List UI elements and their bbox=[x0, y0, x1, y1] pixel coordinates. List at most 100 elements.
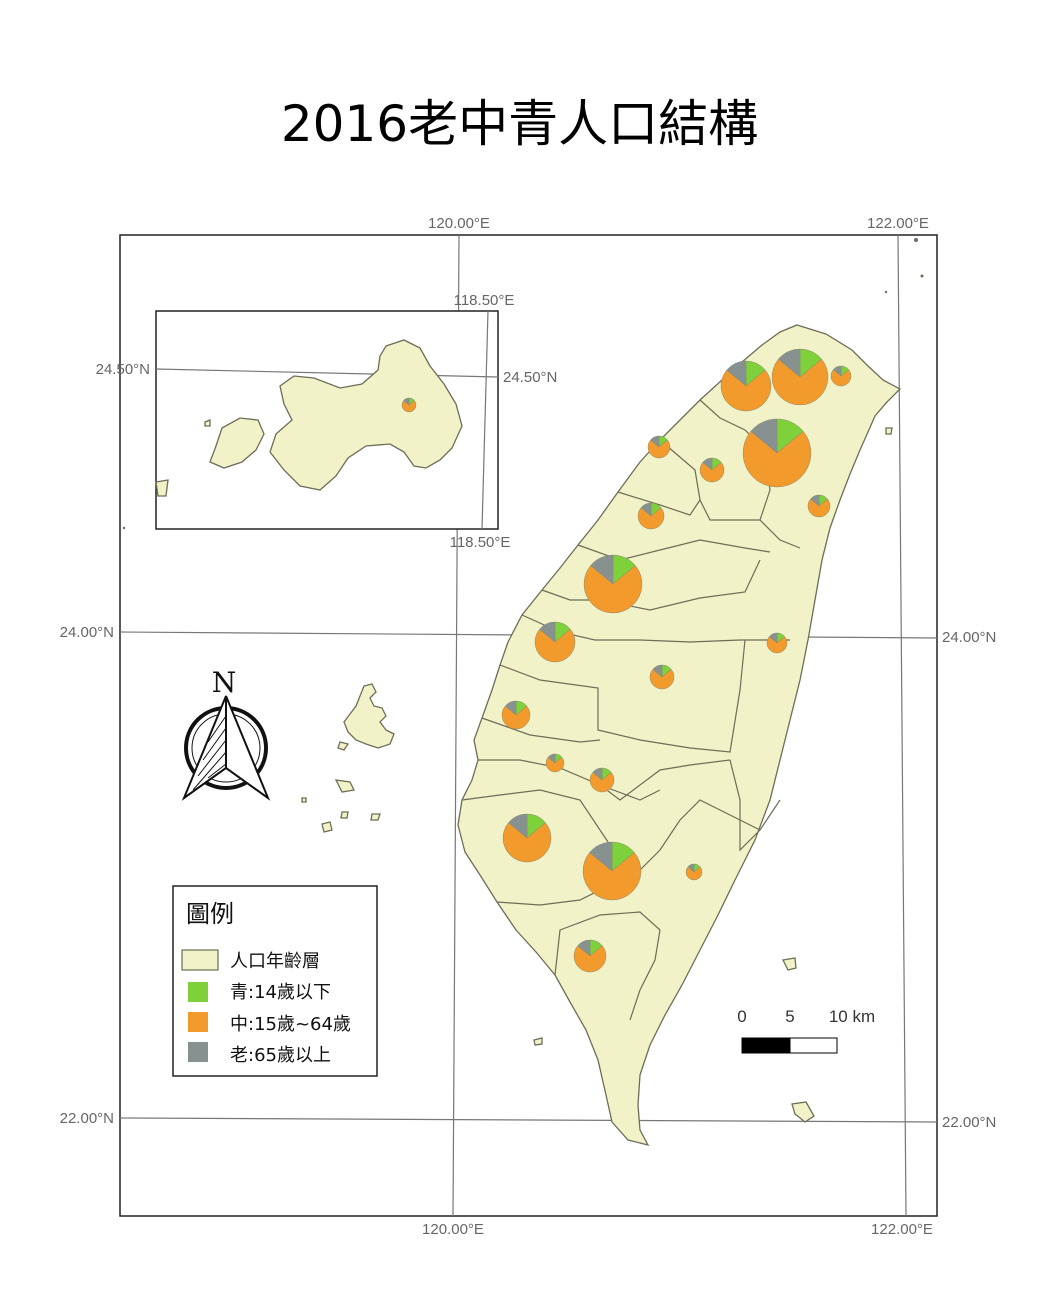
pie-chart bbox=[401, 397, 417, 413]
pie-chart bbox=[766, 632, 788, 654]
coord-label-left-24-50: 24.50°N bbox=[96, 361, 150, 378]
parallel-22 bbox=[119, 1117, 938, 1123]
coord-label-left-24: 24.00°N bbox=[60, 624, 114, 641]
scale-label-0: 0 bbox=[737, 1007, 746, 1026]
northern-islets bbox=[122, 238, 924, 530]
pie-slice-elder bbox=[504, 700, 517, 716]
pie-chart bbox=[807, 494, 831, 518]
pie-chart bbox=[502, 813, 552, 863]
legend-label-land: 人口年齡層 bbox=[230, 951, 320, 972]
north-arrow: N bbox=[181, 666, 271, 801]
pie-chart bbox=[582, 841, 642, 901]
scale-label-5: 5 bbox=[785, 1007, 794, 1026]
scale-segment-white bbox=[789, 1037, 838, 1054]
pie-slice-middle bbox=[830, 369, 852, 387]
pie-slice-elder bbox=[547, 753, 556, 764]
scale-label-10: 10 km bbox=[829, 1007, 875, 1026]
pie-slice-middle bbox=[685, 866, 703, 881]
scale-bar: 0 5 10 km bbox=[737, 1007, 875, 1054]
pie-slice-middle bbox=[699, 461, 725, 483]
pie-slice-elder bbox=[750, 418, 778, 454]
pie-slice-elder bbox=[702, 457, 713, 471]
pie-slice-elder bbox=[652, 664, 663, 678]
coord-label-bottom-120: 120.00°E bbox=[422, 1221, 484, 1238]
islet bbox=[885, 427, 893, 435]
legend-title: 圖例 bbox=[186, 900, 234, 928]
pie-slice-elder bbox=[778, 348, 801, 378]
pie-slice-elder bbox=[687, 863, 695, 873]
pie-chart bbox=[685, 863, 703, 881]
pie-slice-middle bbox=[742, 430, 812, 488]
pie-slice-middle bbox=[583, 565, 643, 614]
pie-slice-elder bbox=[832, 365, 842, 377]
penghu-islands bbox=[301, 683, 395, 833]
pie-slice-elder bbox=[810, 494, 820, 507]
pie-chart bbox=[589, 767, 615, 793]
pie-slice-middle bbox=[649, 668, 675, 690]
coord-label-right-24: 24.00°N bbox=[942, 629, 996, 646]
pie-slice-elder bbox=[577, 939, 591, 957]
pie-chart bbox=[534, 621, 576, 663]
pie-slice-middle bbox=[573, 945, 607, 973]
inset-coord-label-bottom: 118.50°E bbox=[450, 534, 511, 551]
coord-label-left-22: 22.00°N bbox=[60, 1110, 114, 1127]
inset-map bbox=[155, 310, 499, 530]
pie-slice-middle bbox=[501, 705, 531, 730]
legend-label-middle: 中:15歲~64歲 bbox=[230, 1014, 351, 1035]
pie-slice-middle bbox=[766, 636, 788, 654]
pie-slice-middle bbox=[807, 498, 831, 518]
pie-chart bbox=[699, 457, 725, 483]
pie-slice-elder bbox=[726, 360, 747, 387]
pie-chart bbox=[649, 664, 675, 690]
pie-chart bbox=[583, 554, 643, 614]
pie-chart bbox=[501, 700, 531, 730]
pie-slice-elder bbox=[640, 502, 652, 517]
pie-slice-middle bbox=[637, 507, 665, 530]
scale-segment-black bbox=[741, 1037, 791, 1054]
pie-slice-middle bbox=[534, 628, 576, 663]
pie-slice-elder bbox=[589, 841, 613, 872]
pie-slice-middle bbox=[647, 439, 671, 459]
pie-slice-middle bbox=[771, 358, 829, 406]
legend-swatch-land bbox=[181, 949, 219, 971]
inset-coord-label-right: 24.50°N bbox=[503, 369, 557, 386]
legend-label-elder: 老:65歲以上 bbox=[230, 1045, 331, 1066]
coord-label-right-22: 22.00°N bbox=[942, 1114, 996, 1131]
legend: 圖例 人口年齡層 青:14歲以下 中:15歲~64歲 老:65歲以上 bbox=[172, 885, 378, 1077]
pie-slice-middle bbox=[401, 400, 417, 413]
pie-slice-middle bbox=[502, 822, 552, 863]
coord-label-top-120: 120.00°E bbox=[428, 215, 490, 232]
map-title: 2016老中青人口結構 bbox=[280, 95, 759, 153]
pie-chart bbox=[830, 365, 852, 387]
legend-label-youth: 青:14歲以下 bbox=[230, 982, 331, 1003]
pie-slice-middle bbox=[545, 756, 565, 773]
kinmen-main bbox=[269, 339, 463, 491]
meridian-122 bbox=[897, 234, 907, 1217]
pie-slice-elder bbox=[650, 435, 660, 448]
north-arrow-hatch bbox=[192, 715, 227, 791]
pie-chart bbox=[545, 753, 565, 773]
pie-layer bbox=[401, 348, 852, 973]
islet bbox=[791, 1101, 815, 1123]
pie-slice-middle bbox=[582, 852, 642, 901]
graticule-labels: 120.00°E 122.00°E 120.00°E 122.00°E 24.5… bbox=[60, 215, 997, 1238]
legend-swatch-middle bbox=[188, 1012, 208, 1032]
coord-label-bottom-122: 122.00°E bbox=[871, 1221, 933, 1238]
pie-chart bbox=[771, 348, 829, 406]
pie-slice-middle bbox=[720, 369, 772, 412]
inset-coord-label-top: 118.50°E bbox=[454, 292, 515, 309]
pie-chart bbox=[573, 939, 607, 973]
pie-slice-elder bbox=[508, 813, 528, 839]
north-label: N bbox=[212, 666, 237, 699]
pie-slice-elder bbox=[403, 397, 410, 406]
pie-slice-middle bbox=[589, 771, 615, 793]
pie-chart bbox=[720, 360, 772, 412]
pie-chart bbox=[742, 418, 812, 488]
pie-chart bbox=[647, 435, 671, 459]
coord-label-top-122: 122.00°E bbox=[867, 215, 929, 232]
pie-slice-elder bbox=[592, 767, 603, 781]
pie-slice-elder bbox=[590, 554, 614, 585]
pie-slice-elder bbox=[539, 621, 556, 643]
legend-swatch-youth bbox=[188, 982, 208, 1002]
